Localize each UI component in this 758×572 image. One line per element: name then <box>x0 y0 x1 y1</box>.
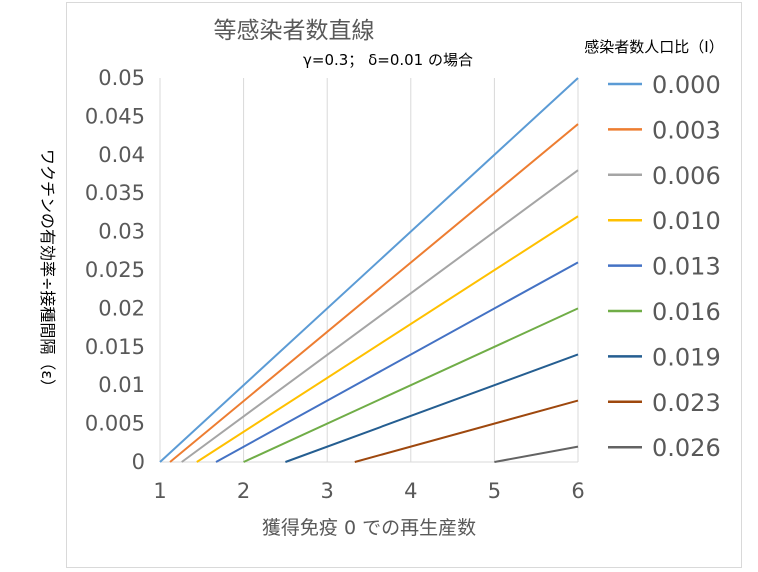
series-lines <box>159 77 579 463</box>
y-tick-label: 0.015 <box>85 335 145 359</box>
y-tick-label: 0.035 <box>85 181 145 205</box>
y-tick-label: 0.005 <box>85 412 145 436</box>
x-tick-label: 3 <box>321 479 334 503</box>
y-tick-label: 0.025 <box>85 258 145 282</box>
series-line-5 <box>243 307 579 463</box>
y-tick-label: 0 <box>132 450 145 474</box>
x-tick-label: 5 <box>488 479 501 503</box>
legend-label-1: 0.003 <box>652 116 721 144</box>
y-tick-label: 0.04 <box>98 143 145 167</box>
legend-label-7: 0.023 <box>652 389 721 417</box>
y-tick-label: 0.05 <box>98 66 145 90</box>
y-tick-label: 0.01 <box>98 373 145 397</box>
x-tick-label: 2 <box>237 479 250 503</box>
series-line-7 <box>354 399 579 463</box>
legend-label-8: 0.026 <box>652 434 721 462</box>
series-line-6 <box>285 353 579 463</box>
x-tick-labels: 1 2 3 4 5 6 <box>153 479 584 503</box>
legend: 0.000 0.003 0.006 0.010 0.013 0.016 0.019 0.023… <box>608 71 721 462</box>
series-line-4 <box>215 261 579 463</box>
y-axis-label: ワクチンの有効率÷接種間隔（ε） <box>38 149 57 395</box>
legend-label-2: 0.006 <box>652 162 721 190</box>
series-line-0 <box>159 77 579 463</box>
y-tick-label: 0.02 <box>98 296 145 320</box>
series-line-1 <box>169 123 579 463</box>
y-tick-label: 0.045 <box>85 104 145 128</box>
x-tick-label: 6 <box>571 479 584 503</box>
x-tick-label: 4 <box>404 479 417 503</box>
series-line-2 <box>181 169 579 463</box>
chart-frame <box>66 2 742 568</box>
x-tick-label: 1 <box>153 479 166 503</box>
x-axis-label: 獲得免疫 0 での再生産数 <box>262 517 476 539</box>
legend-label-4: 0.013 <box>652 253 721 281</box>
series-line-3 <box>196 215 579 463</box>
series-line-8 <box>494 445 579 463</box>
legend-title: 感染者数人口比（I） <box>584 38 723 56</box>
legend-label-0: 0.000 <box>652 71 721 99</box>
legend-label-5: 0.016 <box>652 298 721 326</box>
chart-title: 等感染者数直線 <box>214 18 375 44</box>
y-tick-label: 0.03 <box>98 220 145 244</box>
y-tick-labels: 0 0.005 0.01 0.015 0.02 0.025 0.03 0.035 0.04 0.0… <box>85 66 145 474</box>
legend-label-3: 0.010 <box>652 207 721 235</box>
chart-subtitle: γ=0.3； δ=0.01 の場合 <box>303 51 473 69</box>
legend-label-6: 0.019 <box>652 343 721 371</box>
